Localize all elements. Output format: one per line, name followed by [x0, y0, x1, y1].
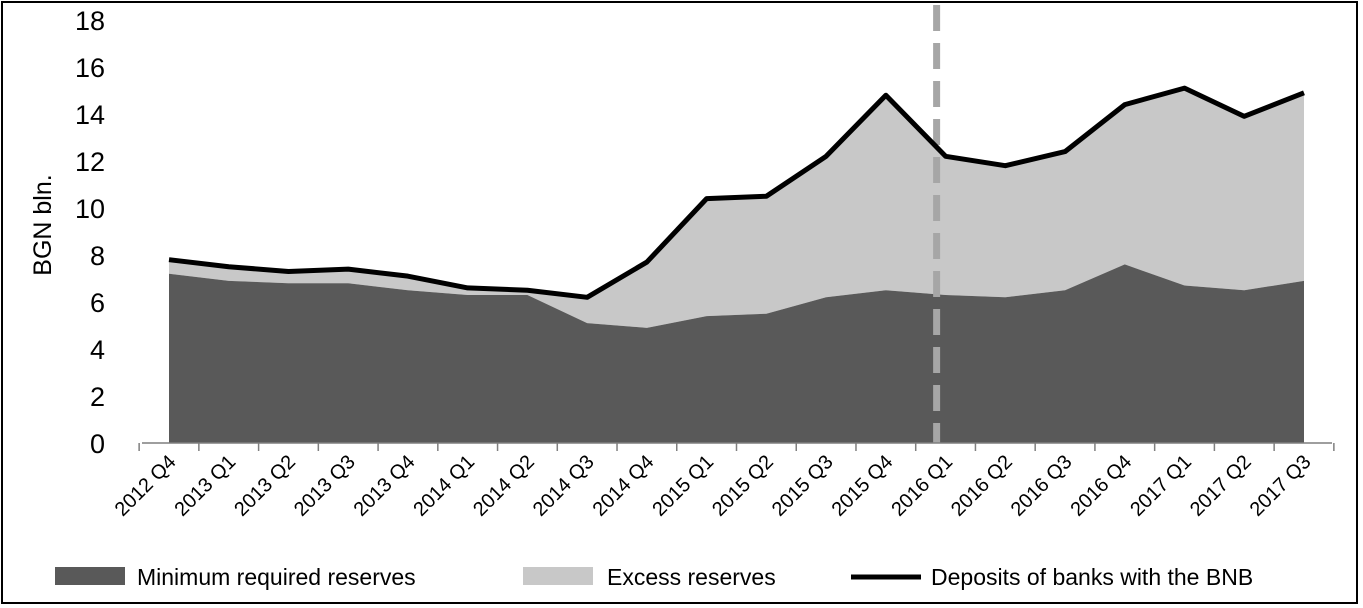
y-tick-label: 18: [75, 6, 105, 36]
x-tick-label: 2017 Q2: [1186, 451, 1256, 521]
x-tick-label: 2016 Q1: [887, 451, 957, 521]
x-tick-label: 2014 Q1: [409, 451, 479, 521]
x-tick-label: 2013 Q1: [170, 451, 240, 521]
area-layer: [169, 88, 1304, 443]
y-axis-title: BGN bln.: [29, 174, 57, 275]
y-tick-label: 6: [90, 288, 105, 318]
x-tick-label: 2016 Q2: [947, 451, 1017, 521]
legend-swatch-excess-reserves: [523, 567, 593, 585]
legend-label-deposits: Deposits of banks with the BNB: [931, 564, 1253, 590]
x-tick-label: 2015 Q4: [828, 451, 898, 521]
legend-label-minimum-required-reserves: Minimum required reserves: [137, 564, 416, 590]
x-tick-label: 2013 Q3: [290, 451, 360, 521]
legend: Minimum required reserves Excess reserve…: [55, 564, 1253, 590]
x-tick-label: 2015 Q1: [648, 451, 718, 521]
x-tick-label: 2013 Q4: [350, 451, 420, 521]
y-tick-label: 2: [90, 382, 105, 412]
x-tick-label: 2016 Q4: [1067, 451, 1137, 521]
x-tick-label: 2014 Q2: [469, 451, 539, 521]
y-tick-label: 12: [75, 147, 105, 177]
y-tick-label: 14: [75, 100, 105, 130]
y-tick-label: 10: [75, 194, 105, 224]
x-tick-label: 2013 Q2: [230, 451, 300, 521]
x-tick-label: 2015 Q2: [708, 451, 778, 521]
axis-layer: [138, 442, 1335, 451]
x-tick-label: 2014 Q3: [529, 451, 599, 521]
y-tick-label: 16: [75, 53, 105, 83]
area-excess-reserves: [169, 88, 1304, 328]
x-tick-label: 2014 Q4: [589, 451, 659, 521]
legend-label-excess-reserves: Excess reserves: [607, 564, 776, 590]
line-layer: [168, 5, 1305, 443]
x-tick-label: 2017 Q1: [1126, 451, 1196, 521]
y-tick-labels: 0 2 4 6 8 10 12 14 16 18: [75, 6, 105, 459]
x-tick-label: 2016 Q3: [1007, 451, 1077, 521]
area-minimum-required-reserves: [169, 264, 1304, 443]
x-tick-label: 2017 Q3: [1246, 451, 1316, 521]
line-deposits-of-banks: [168, 85, 1305, 300]
y-tick-label: 0: [90, 429, 105, 459]
x-tick-label: 2015 Q3: [768, 451, 838, 521]
legend-swatch-minimum-required-reserves: [55, 567, 125, 585]
y-tick-label: 8: [90, 241, 105, 271]
y-tick-label: 4: [90, 335, 105, 365]
x-tick-label: 2012 Q4: [111, 451, 181, 521]
